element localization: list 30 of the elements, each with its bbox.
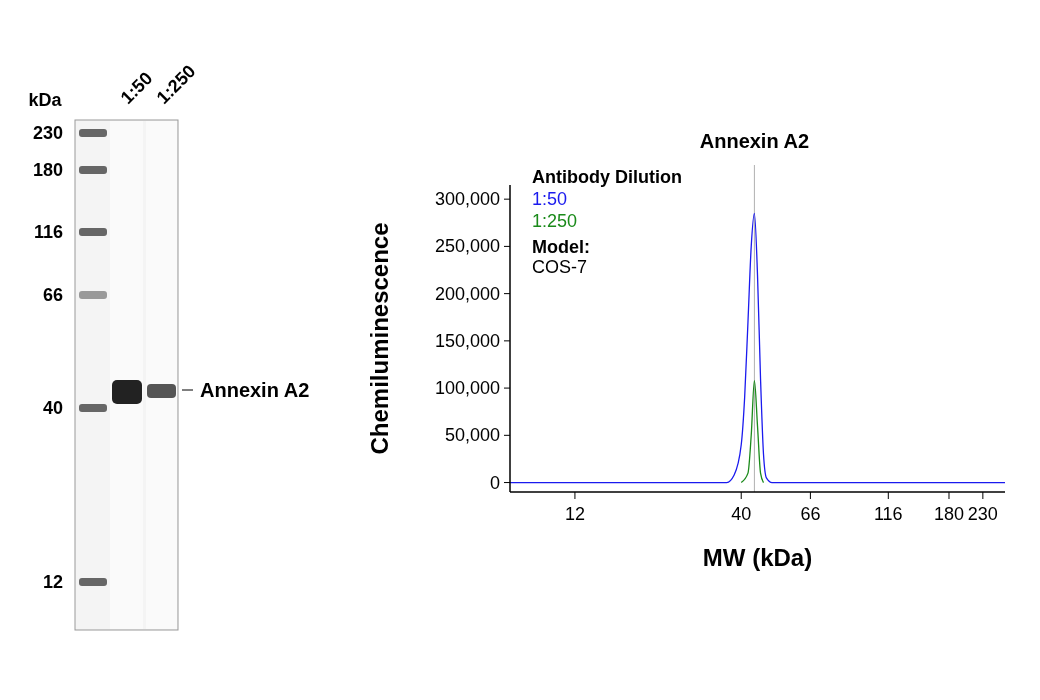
y-tick-label: 150,000	[434, 330, 500, 351]
y-tick-label: 250,000	[434, 236, 500, 257]
text: 116	[33, 222, 63, 242]
annotation: Model:	[532, 237, 590, 257]
x-axis-title: MW (kDa)	[702, 544, 813, 571]
text: 66	[42, 285, 63, 305]
x-tick-label: 230	[967, 504, 998, 524]
y-tick-label: 300,000	[434, 189, 500, 210]
x-tick-label: 116	[873, 504, 903, 524]
text: 180	[32, 160, 63, 180]
y-tick-label: 50,000	[444, 425, 500, 446]
x-tick-label: 40	[731, 504, 752, 524]
text: 1:50	[532, 189, 568, 209]
text: kDa	[28, 90, 63, 110]
line-series	[740, 379, 765, 484]
annotation: COS-7	[532, 257, 588, 277]
x-tick-label: 12	[564, 504, 585, 524]
text: 1:250	[532, 211, 578, 231]
ref-line-label: Annexin A2	[699, 130, 810, 152]
text: 230	[32, 123, 63, 143]
text: 12	[42, 572, 63, 592]
legend-title: Antibody Dilution	[532, 167, 682, 187]
y-tick-label: 100,000	[434, 378, 500, 399]
text: Annexin A2	[200, 379, 310, 401]
text: 40	[42, 398, 63, 418]
y-axis-title: Chemiluminescence	[366, 222, 393, 455]
y-tick-label: 200,000	[434, 283, 500, 304]
y-tick-label: 0	[489, 472, 500, 493]
x-tick-label: 180	[933, 504, 965, 524]
x-tick-label: 66	[800, 504, 821, 524]
